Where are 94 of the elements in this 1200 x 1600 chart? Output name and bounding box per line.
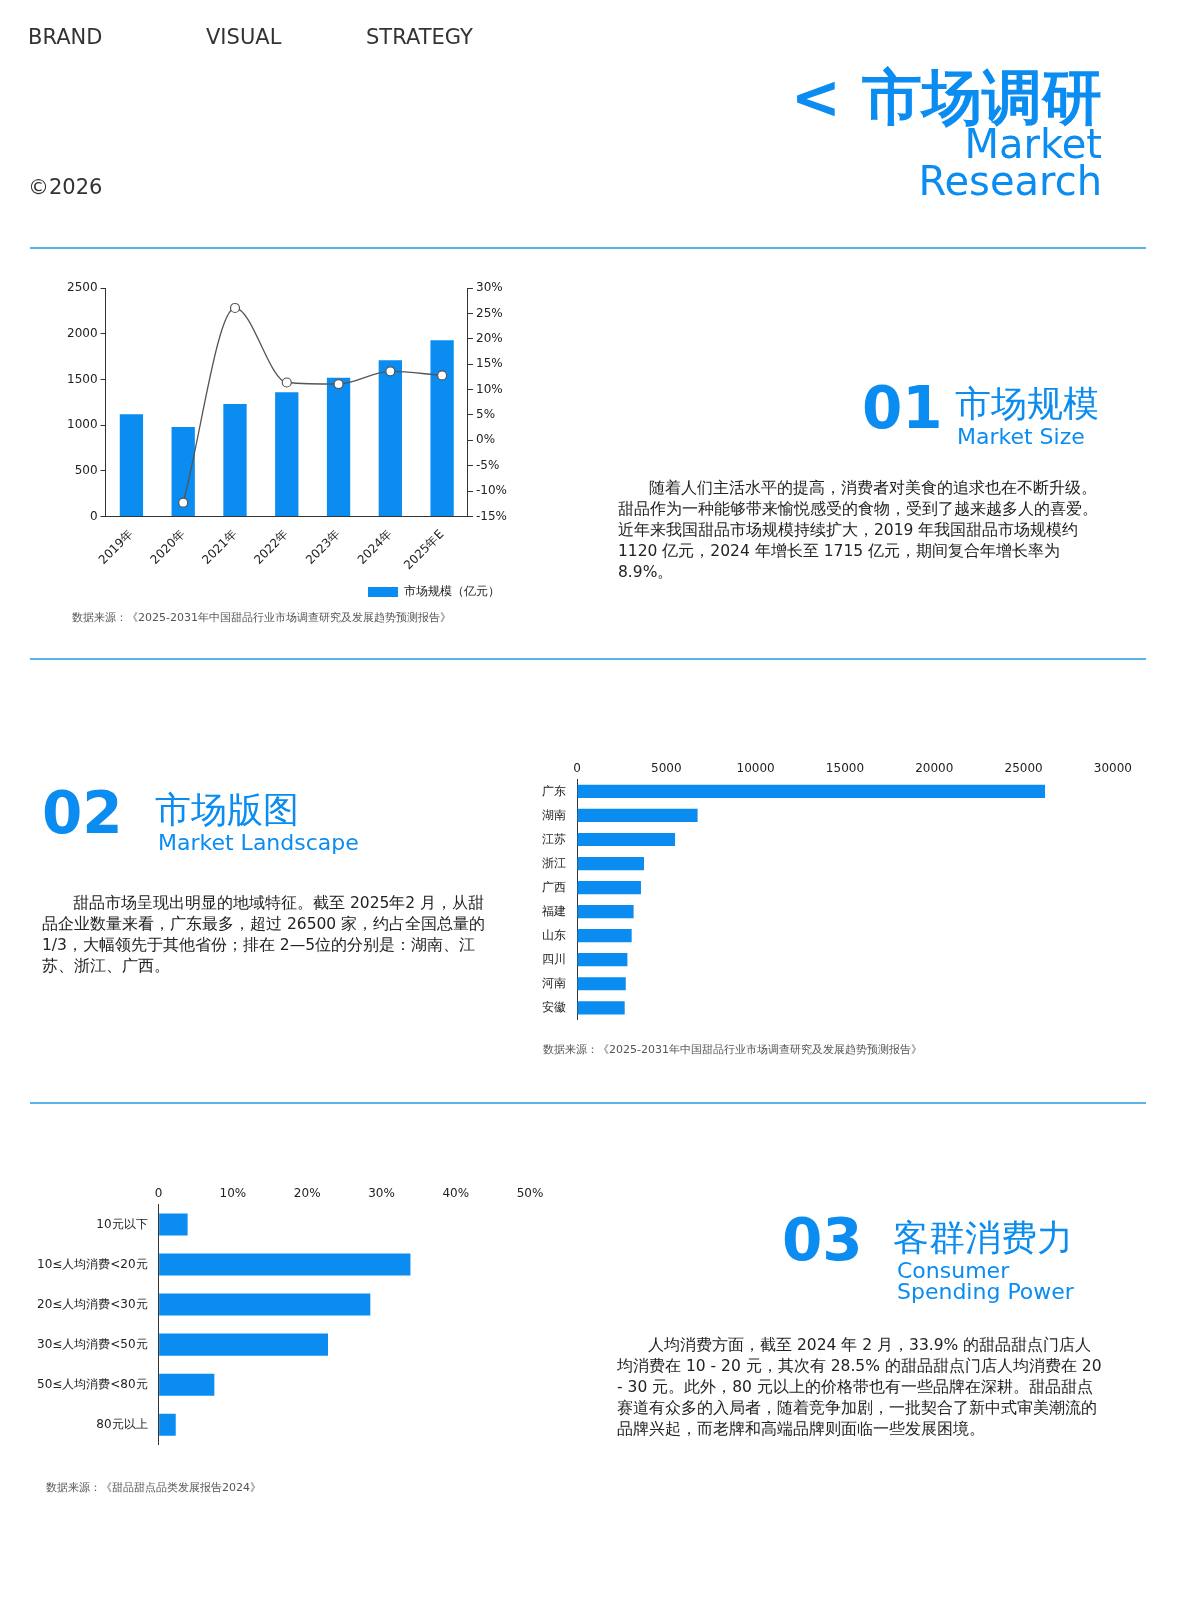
point: [385, 366, 396, 377]
text: 人均消费方面，截至 2024 年 2 月，33.9% 的甜品甜点门店人均消费在 10 - 20 元，其次有 28.5% 的甜品甜点门店人均消费在 20 - 30 元。此外，80 元以上的价格带也有一些品牌在深耕。甜品甜点赛道有众多的入局者，随着竞争加剧，一批契合了新中式审美潮流的品牌兴起，而老牌和高端品牌则面临一些发展困境。: [617, 1335, 1102, 1440]
x-tick-label: 20%: [293, 1186, 321, 1201]
bar: [577, 808, 698, 823]
y-tick-label: 广西: [542, 879, 566, 894]
y2-tick-label: -5%: [476, 457, 500, 472]
y-tick-label: 江苏: [542, 831, 566, 846]
bar: [577, 953, 628, 967]
legend-label: 市场规模（亿元）: [404, 584, 500, 599]
bar: [577, 784, 1046, 799]
source-note: 数据来源：《2025-2031年中国甜品行业市场调查研究及发展趋势预测报告》: [72, 610, 451, 625]
bar: [577, 929, 632, 943]
text: ©2026: [28, 175, 103, 199]
y-tick-label: 湖南: [542, 807, 566, 822]
y-tick-label: 1000: [66, 417, 98, 432]
y-tick-label: 10≤人均消费<20元: [36, 1256, 148, 1271]
x-tick-label: 20000: [915, 761, 954, 776]
y2-tick-label: 30%: [476, 280, 503, 295]
y2-tick-label: 15%: [476, 356, 503, 371]
bar: [577, 977, 626, 991]
point: [333, 378, 344, 390]
source-note: 数据来源：《甜品甜点品类发展报告2024》: [46, 1480, 261, 1495]
y-tick-label: 0: [89, 508, 98, 523]
x-tick-label: 0: [573, 761, 581, 776]
bar: [159, 1293, 371, 1316]
y-tick-label: 80元以上: [96, 1416, 148, 1431]
y-tick-label: 四川: [542, 951, 566, 966]
bar: [159, 1213, 188, 1236]
y2-tick-label: -15%: [476, 508, 508, 523]
y-tick-label: 30≤人均消费<50元: [36, 1336, 148, 1351]
bar: [326, 377, 351, 516]
bar: [223, 404, 247, 516]
bar: [577, 1001, 625, 1015]
y2-tick-label: 25%: [476, 305, 503, 320]
bar: [159, 1253, 411, 1276]
bar: [378, 360, 402, 516]
bar: [119, 414, 144, 516]
x-tick-label: 0: [154, 1186, 163, 1201]
text: 01: [862, 374, 943, 442]
y-tick-label: 山东: [542, 927, 566, 942]
bar: [159, 1373, 215, 1396]
bar: [577, 905, 634, 919]
text: 市场规模: [955, 383, 1099, 424]
y-tick-label: 50≤人均消费<80元: [36, 1376, 148, 1391]
y-tick-label: 10元以下: [96, 1216, 148, 1231]
x-tick-label: 30000: [1093, 761, 1133, 776]
x-tick-label: 10%: [219, 1186, 247, 1201]
point: [178, 497, 189, 508]
y2-tick-label: 10%: [476, 381, 503, 396]
y2-tick-label: -10%: [476, 483, 508, 498]
text: 03: [782, 1206, 863, 1274]
text: STRATEGY: [366, 25, 473, 49]
x-tick-label: 50%: [516, 1186, 544, 1201]
x-tick-label: 25000: [1004, 761, 1043, 776]
bar: [159, 1413, 176, 1436]
y-tick-label: 河南: [542, 975, 566, 990]
y-tick-label: 安徽: [542, 999, 566, 1014]
text: 随着人们主活水平的提高，消费者对美食的追求也在不断升级。甜品作为一种能够带来愉悦感受的食物，受到了越来越多人的喜爱。近年来我国甜品市场规模持续扩大，2019 年我国甜品市场规模约 1120 亿元，2024 年增长至 1715 亿元，期间复合年增长率为 8.9%。: [618, 478, 1099, 583]
y-tick-label: 2500: [66, 280, 98, 295]
point: [281, 377, 292, 388]
bar: [275, 392, 299, 516]
bar: [159, 1333, 328, 1356]
point: [437, 370, 448, 381]
x-tick-label: 5000: [651, 761, 682, 776]
text: 客群消费力: [893, 1217, 1073, 1258]
y-tick-label: 500: [74, 462, 98, 477]
text: 02: [42, 779, 123, 847]
text: 市场版图: [155, 789, 299, 830]
y-tick-label: 福建: [542, 903, 566, 918]
x-tick-label: 15000: [825, 761, 865, 776]
text: BRAND: [28, 25, 103, 49]
y2-tick-label: 20%: [476, 331, 503, 346]
bar: [577, 832, 676, 847]
y-tick-label: 广东: [542, 783, 566, 798]
y-tick-label: 20≤人均消费<30元: [36, 1296, 148, 1311]
bar: [171, 426, 195, 516]
y-tick-label: 1500: [66, 371, 98, 386]
x-tick-label: 40%: [442, 1186, 470, 1201]
bar: [577, 856, 644, 871]
y2-tick-label: 0%: [476, 432, 496, 447]
text: Consumer Spending Power: [897, 1258, 1075, 1304]
text: 甜品市场呈现出明显的地域特征。截至 2025年2 月，从甜品企业数量来看，广东最多，超过 26500 家，约占全国总量的 1/3，大幅领先于其他省份；排在 2—5位的分别是：湖南、江苏、浙江、广西。: [42, 893, 487, 977]
x-tick-label: 30%: [368, 1186, 395, 1201]
bar: [577, 880, 641, 895]
x-tick-label: 10000: [736, 761, 775, 776]
y2-tick-label: 5%: [476, 407, 496, 422]
text: VISUAL: [206, 25, 282, 49]
text: Market Landscape: [158, 830, 360, 855]
point: [229, 302, 241, 314]
bar: [430, 340, 454, 516]
source-note: 数据来源：《2025-2031年中国甜品行业市场调查研究及发展趋势预测报告》: [543, 1042, 922, 1057]
y-tick-label: 浙江: [542, 855, 566, 870]
y-tick-label: 2000: [66, 325, 98, 340]
text: Market Size: [957, 424, 1086, 449]
